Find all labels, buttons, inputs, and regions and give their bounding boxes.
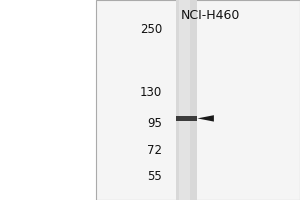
Text: NCI-H460: NCI-H460 xyxy=(180,9,240,22)
Bar xyxy=(178,0,190,200)
Polygon shape xyxy=(197,115,214,122)
Text: 55: 55 xyxy=(147,170,162,183)
Text: 130: 130 xyxy=(140,86,162,99)
Bar xyxy=(176,116,197,121)
Bar xyxy=(176,0,197,200)
Text: 72: 72 xyxy=(147,144,162,157)
Text: 95: 95 xyxy=(147,117,162,130)
Bar xyxy=(96,0,300,200)
Text: 250: 250 xyxy=(140,23,162,36)
